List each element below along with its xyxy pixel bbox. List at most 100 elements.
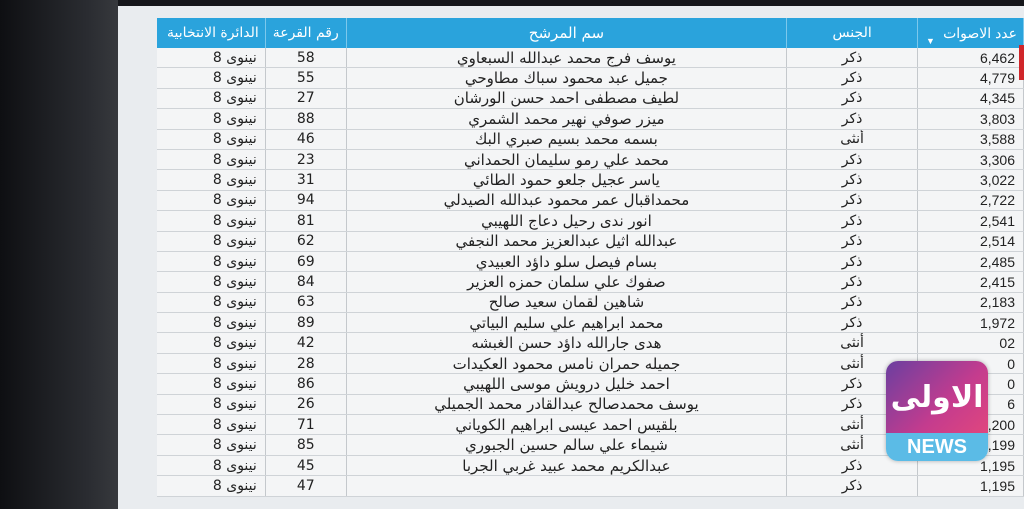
cell-name: يوسف محمدصالح عبدالقادر محمد الجميلي xyxy=(346,394,788,416)
cell-gender: ذكر xyxy=(786,210,918,232)
cell-votes: 1,195 xyxy=(917,475,1024,497)
table-row[interactable]: نينوى 8 62 عبدالله اثيل عبدالعزيز محمد الن… xyxy=(157,231,1024,252)
cell-number: 63 xyxy=(265,292,347,314)
cell-number: 42 xyxy=(265,332,347,354)
cell-district: نينوى 8 xyxy=(157,108,266,130)
table-row[interactable]: نينوى 8 63 شاهين لقمان سعيد صالح ذكر 2,183 xyxy=(157,292,1024,314)
cell-gender: أنثى xyxy=(786,414,918,436)
cell-number: 94 xyxy=(265,190,347,212)
cell-gender: ذكر xyxy=(786,312,918,334)
table-row[interactable]: نينوى 8 69 بسام فيصل سلو داؤد العبيدي ذكر 2,… xyxy=(157,251,1024,273)
cell-number: 47 xyxy=(265,475,347,497)
cell-name: شيماء علي سالم حسين الجبوري xyxy=(346,434,788,456)
cell-number: 45 xyxy=(265,455,347,477)
cell-gender: ذكر xyxy=(786,394,918,416)
cell-name: لطيف مصطفى احمد حسن الورشان xyxy=(346,88,788,110)
cell-votes: 2,183 xyxy=(917,292,1024,314)
cell-district: نينوى 8 xyxy=(157,394,266,416)
cell-votes: 3,588 xyxy=(917,129,1024,150)
cell-district: نينوى 8 xyxy=(157,231,266,252)
header-gender[interactable]: الجنس xyxy=(786,18,918,48)
news-logo: الاولى NEWS xyxy=(886,361,988,461)
cell-gender: أنثى xyxy=(786,332,918,354)
cell-district: نينوى 8 xyxy=(157,129,266,150)
cell-name: بسمه محمد بسيم صبري البك xyxy=(346,129,788,150)
table-row[interactable]: نينوى 8 81 انور ندى رحيل دعاج اللهيبي ذكر 2,… xyxy=(157,210,1024,232)
cell-votes: 3,306 xyxy=(917,149,1024,171)
cell-votes: 2,722 xyxy=(917,190,1024,212)
results-table: الدائرة الانتخابية رقم القرعة سم المرشح … xyxy=(157,18,1024,497)
header-number[interactable]: رقم القرعة xyxy=(265,18,347,48)
table-row[interactable]: نينوى 8 58 يوسف فرج محمد عبدالله السبعاوي ذ… xyxy=(157,48,1024,69)
cell-name: ميزر صوفي نهير محمد الشمري xyxy=(346,108,788,130)
cell-votes: 3,803 xyxy=(917,108,1024,130)
cell-name xyxy=(346,475,788,497)
cell-name: محمد ابراهيم علي سليم البياتي xyxy=(346,312,788,334)
table-row[interactable]: نينوى 8 84 صفوك علي سلمان حمزه العزير ذكر 2,… xyxy=(157,271,1024,293)
header-name[interactable]: سم المرشح xyxy=(346,18,788,48)
cell-number: 88 xyxy=(265,108,347,130)
cell-district: نينوى 8 xyxy=(157,434,266,456)
cell-votes: 2,514 xyxy=(917,231,1024,252)
cell-number: 58 xyxy=(265,48,347,69)
cell-votes: 2,415 xyxy=(917,271,1024,293)
table-row[interactable]: نينوى 8 55 جميل عبد محمود سباك مطاوحي ذكر 4,… xyxy=(157,67,1024,89)
cell-name: بلقيس احمد عيسى ابراهيم الكوياني xyxy=(346,414,788,436)
logo-arabic: الاولى xyxy=(886,361,988,433)
cell-gender: أنثى xyxy=(786,129,918,150)
cell-votes: 2,541 xyxy=(917,210,1024,232)
cell-name: هدى جارالله داؤد حسن الغبشه xyxy=(346,332,788,354)
cell-gender: ذكر xyxy=(786,190,918,212)
cell-district: نينوى 8 xyxy=(157,149,266,171)
table-row[interactable]: نينوى 8 47 ذكر 1,195 xyxy=(157,475,1024,497)
monitor-bezel xyxy=(0,0,125,509)
cell-number: 69 xyxy=(265,251,347,273)
table-row[interactable]: نينوى 8 45 عبدالكريم محمد عبيد غربي الجربا… xyxy=(157,455,1024,477)
cell-number: 71 xyxy=(265,414,347,436)
cell-votes: 4,779 xyxy=(917,67,1024,89)
cell-number: 26 xyxy=(265,394,347,416)
cell-number: 86 xyxy=(265,373,347,395)
cell-gender: ذكر xyxy=(786,88,918,110)
cell-district: نينوى 8 xyxy=(157,312,266,334)
table-row[interactable]: نينوى 8 88 ميزر صوفي نهير محمد الشمري ذكر 3,… xyxy=(157,108,1024,130)
cell-name: صفوك علي سلمان حمزه العزير xyxy=(346,271,788,293)
sort-desc-icon[interactable]: ▼ xyxy=(926,36,935,46)
cell-district: نينوى 8 xyxy=(157,169,266,191)
cell-district: نينوى 8 xyxy=(157,48,266,69)
cell-district: نينوى 8 xyxy=(157,475,266,497)
table-row[interactable]: نينوى 8 31 ياسر عجيل جلعو حمود الطائي ذكر 3,… xyxy=(157,169,1024,191)
cell-gender: ذكر xyxy=(786,67,918,89)
cell-name: انور ندى رحيل دعاج اللهيبي xyxy=(346,210,788,232)
cell-number: 31 xyxy=(265,169,347,191)
table-row[interactable]: نينوى 8 23 محمد علي رمو سليمان الحمداني ذكر… xyxy=(157,149,1024,171)
cell-name: بسام فيصل سلو داؤد العبيدي xyxy=(346,251,788,273)
table-row[interactable]: نينوى 8 26 يوسف محمدصالح عبدالقادر محمد ال… xyxy=(157,394,1024,416)
table-row[interactable]: نينوى 8 89 محمد ابراهيم علي سليم البياتي ذك… xyxy=(157,312,1024,334)
cell-number: 23 xyxy=(265,149,347,171)
cell-number: 28 xyxy=(265,353,347,375)
cell-number: 81 xyxy=(265,210,347,232)
table-row[interactable]: نينوى 8 42 هدى جارالله داؤد حسن الغبشه أنثى… xyxy=(157,332,1024,354)
cell-number: 62 xyxy=(265,231,347,252)
header-votes[interactable]: عدد الاصوات ▼ xyxy=(917,18,1024,48)
table-header: الدائرة الانتخابية رقم القرعة سم المرشح … xyxy=(157,18,1024,48)
cell-name: احمد خليل درويش موسى اللهيبي xyxy=(346,373,788,395)
cell-name: عبدالله اثيل عبدالعزيز محمد النجفي xyxy=(346,231,788,252)
cell-district: نينوى 8 xyxy=(157,455,266,477)
table-row[interactable]: نينوى 8 94 محمداقبال عمر محمود عبدالله الص… xyxy=(157,190,1024,212)
cell-district: نينوى 8 xyxy=(157,271,266,293)
cell-number: 85 xyxy=(265,434,347,456)
header-district[interactable]: الدائرة الانتخابية xyxy=(157,18,266,48)
table-row[interactable]: نينوى 8 86 احمد خليل درويش موسى اللهيبي ذكر… xyxy=(157,373,1024,395)
cell-gender: ذكر xyxy=(786,231,918,252)
cell-district: نينوى 8 xyxy=(157,88,266,110)
cell-gender: ذكر xyxy=(786,149,918,171)
table-row[interactable]: نينوى 8 46 بسمه محمد بسيم صبري البك أنثى 3,5… xyxy=(157,129,1024,150)
cell-name: محمد علي رمو سليمان الحمداني xyxy=(346,149,788,171)
cell-votes: 3,022 xyxy=(917,169,1024,191)
cell-gender: ذكر xyxy=(786,271,918,293)
cell-number: 89 xyxy=(265,312,347,334)
table-row[interactable]: نينوى 8 27 لطيف مصطفى احمد حسن الورشان ذكر 4… xyxy=(157,88,1024,110)
cell-name: جميله حمران نامس محمود العكيدات xyxy=(346,353,788,375)
